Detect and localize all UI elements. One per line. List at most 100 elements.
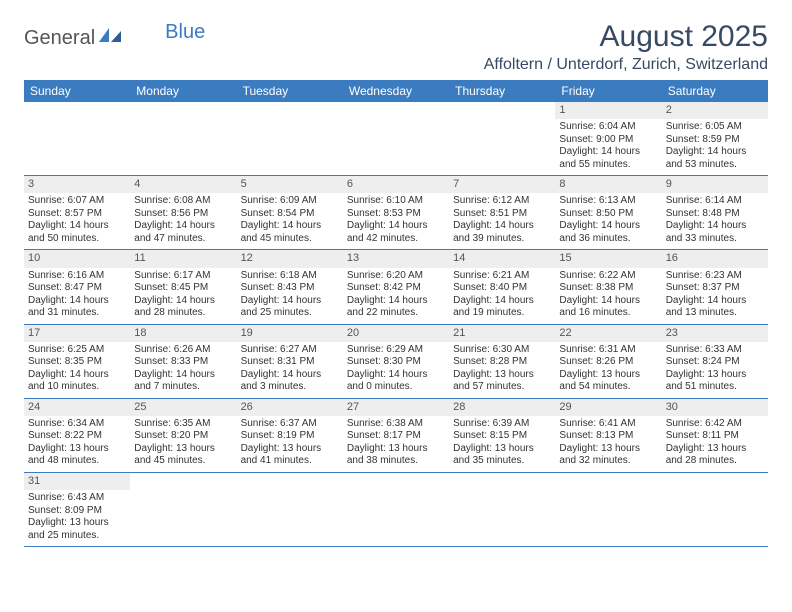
calendar-day-cell: 11Sunrise: 6:17 AMSunset: 8:45 PMDayligh… xyxy=(130,250,236,324)
sunset-line: Sunset: 9:00 PM xyxy=(559,134,657,147)
day-details: Sunrise: 6:27 AMSunset: 8:31 PMDaylight:… xyxy=(237,342,343,398)
day-number: 1 xyxy=(555,102,661,119)
day-number: 29 xyxy=(555,399,661,416)
calendar-week-row: 10Sunrise: 6:16 AMSunset: 8:47 PMDayligh… xyxy=(24,250,768,324)
daylight-line: Daylight: 13 hours and 54 minutes. xyxy=(559,369,657,394)
sunrise-line: Sunrise: 6:05 AM xyxy=(666,121,764,134)
calendar-table: SundayMondayTuesdayWednesdayThursdayFrid… xyxy=(24,80,768,547)
day-number: 7 xyxy=(449,176,555,193)
day-details: Sunrise: 6:31 AMSunset: 8:26 PMDaylight:… xyxy=(555,342,661,398)
daylight-line: Daylight: 13 hours and 32 minutes. xyxy=(559,443,657,468)
calendar-week-row: 24Sunrise: 6:34 AMSunset: 8:22 PMDayligh… xyxy=(24,398,768,472)
calendar-day-cell: 2Sunrise: 6:05 AMSunset: 8:59 PMDaylight… xyxy=(662,102,768,176)
sunrise-line: Sunrise: 6:08 AM xyxy=(134,195,232,208)
sunset-line: Sunset: 8:50 PM xyxy=(559,208,657,221)
calendar-day-cell: 12Sunrise: 6:18 AMSunset: 8:43 PMDayligh… xyxy=(237,250,343,324)
day-header: Sunday xyxy=(24,80,130,102)
sunset-line: Sunset: 8:51 PM xyxy=(453,208,551,221)
sunset-line: Sunset: 8:38 PM xyxy=(559,282,657,295)
daylight-line: Daylight: 14 hours and 36 minutes. xyxy=(559,220,657,245)
sunrise-line: Sunrise: 6:20 AM xyxy=(347,270,445,283)
sunset-line: Sunset: 8:13 PM xyxy=(559,430,657,443)
calendar-day-cell: 25 Sunrise: 6:35 AMSunset: 8:20 PMDayligh… xyxy=(130,398,236,472)
day-header-row: SundayMondayTuesdayWednesdayThursdayFrid… xyxy=(24,80,768,102)
day-header: Tuesday xyxy=(237,80,343,102)
calendar-day-cell xyxy=(662,472,768,546)
logo-text-blue: Blue xyxy=(165,21,205,44)
daylight-line: Daylight: 13 hours and 45 minutes. xyxy=(134,443,232,468)
day-number: 25 xyxy=(130,399,236,416)
daylight-line: Daylight: 14 hours and 3 minutes. xyxy=(241,369,339,394)
day-number: 8 xyxy=(555,176,661,193)
calendar-day-cell xyxy=(130,472,236,546)
sunrise-line: Sunrise: 6:34 AM xyxy=(28,418,126,431)
day-number: 6 xyxy=(343,176,449,193)
daylight-line: Daylight: 14 hours and 53 minutes. xyxy=(666,146,764,171)
sunrise-line: Sunrise: 6:33 AM xyxy=(666,344,764,357)
sunrise-line: Sunrise: 6:07 AM xyxy=(28,195,126,208)
day-details: Sunrise: 6:08 AMSunset: 8:56 PMDaylight:… xyxy=(130,193,236,249)
day-details: Sunrise: 6:41 AMSunset: 8:13 PMDaylight:… xyxy=(555,416,661,472)
day-number: 17 xyxy=(24,325,130,342)
sunset-line: Sunset: 8:26 PM xyxy=(559,356,657,369)
sunrise-line: Sunrise: 6:12 AM xyxy=(453,195,551,208)
sunrise-line: Sunrise: 6:27 AM xyxy=(241,344,339,357)
sunset-line: Sunset: 8:37 PM xyxy=(666,282,764,295)
sunset-line: Sunset: 8:35 PM xyxy=(28,356,126,369)
daylight-line: Daylight: 14 hours and 55 minutes. xyxy=(559,146,657,171)
sunset-line: Sunset: 8:24 PM xyxy=(666,356,764,369)
day-details: Sunrise: 6:20 AMSunset: 8:42 PMDaylight:… xyxy=(343,268,449,324)
calendar-week-row: 1Sunrise: 6:04 AMSunset: 9:00 PMDaylight… xyxy=(24,102,768,176)
day-details: Sunrise: 6:42 AMSunset: 8:11 PMDaylight:… xyxy=(662,416,768,472)
calendar-day-cell: 10Sunrise: 6:16 AMSunset: 8:47 PMDayligh… xyxy=(24,250,130,324)
calendar-day-cell: 20Sunrise: 6:29 AMSunset: 8:30 PMDayligh… xyxy=(343,324,449,398)
calendar-day-cell: 5Sunrise: 6:09 AMSunset: 8:54 PMDaylight… xyxy=(237,176,343,250)
calendar-day-cell xyxy=(343,472,449,546)
calendar-day-cell: 15Sunrise: 6:22 AMSunset: 8:38 PMDayligh… xyxy=(555,250,661,324)
daylight-line: Daylight: 13 hours and 48 minutes. xyxy=(28,443,126,468)
calendar-body: 1Sunrise: 6:04 AMSunset: 9:00 PMDaylight… xyxy=(24,102,768,547)
day-details: Sunrise: 6:07 AMSunset: 8:57 PMDaylight:… xyxy=(24,193,130,249)
sunrise-line: Sunrise: 6:16 AM xyxy=(28,270,126,283)
day-number: 5 xyxy=(237,176,343,193)
calendar-day-cell: 1Sunrise: 6:04 AMSunset: 9:00 PMDaylight… xyxy=(555,102,661,176)
daylight-line: Daylight: 14 hours and 10 minutes. xyxy=(28,369,126,394)
day-details: Sunrise: 6:12 AMSunset: 8:51 PMDaylight:… xyxy=(449,193,555,249)
day-details: Sunrise: 6:09 AMSunset: 8:54 PMDaylight:… xyxy=(237,193,343,249)
sunrise-line: Sunrise: 6:38 AM xyxy=(347,418,445,431)
day-header: Monday xyxy=(130,80,236,102)
calendar-week-row: 31Sunrise: 6:43 AMSunset: 8:09 PMDayligh… xyxy=(24,472,768,546)
day-number: 20 xyxy=(343,325,449,342)
header: General Blue August 2025 Affoltern / Unt… xyxy=(24,20,768,74)
sunrise-line: Sunrise: 6:25 AM xyxy=(28,344,126,357)
day-details: Sunrise: 6:13 AMSunset: 8:50 PMDaylight:… xyxy=(555,193,661,249)
calendar-day-cell xyxy=(237,102,343,176)
daylight-line: Daylight: 14 hours and 19 minutes. xyxy=(453,295,551,320)
daylight-line: Daylight: 14 hours and 33 minutes. xyxy=(666,220,764,245)
calendar-day-cell xyxy=(449,102,555,176)
daylight-line: Daylight: 14 hours and 50 minutes. xyxy=(28,220,126,245)
sunset-line: Sunset: 8:43 PM xyxy=(241,282,339,295)
sunrise-line: Sunrise: 6:22 AM xyxy=(559,270,657,283)
sunrise-line: Sunrise: 6:35 AM xyxy=(134,418,232,431)
sunset-line: Sunset: 8:17 PM xyxy=(347,430,445,443)
sunset-line: Sunset: 8:31 PM xyxy=(241,356,339,369)
daylight-line: Daylight: 13 hours and 38 minutes. xyxy=(347,443,445,468)
day-number: 4 xyxy=(130,176,236,193)
sunrise-line: Sunrise: 6:10 AM xyxy=(347,195,445,208)
day-details: Sunrise: 6:29 AMSunset: 8:30 PMDaylight:… xyxy=(343,342,449,398)
day-number: 9 xyxy=(662,176,768,193)
calendar-day-cell: 14Sunrise: 6:21 AMSunset: 8:40 PMDayligh… xyxy=(449,250,555,324)
calendar-day-cell: 27Sunrise: 6:38 AMSunset: 8:17 PMDayligh… xyxy=(343,398,449,472)
calendar-day-cell: 4Sunrise: 6:08 AMSunset: 8:56 PMDaylight… xyxy=(130,176,236,250)
day-number: 15 xyxy=(555,250,661,267)
daylight-line: Daylight: 14 hours and 39 minutes. xyxy=(453,220,551,245)
daylight-line: Daylight: 14 hours and 45 minutes. xyxy=(241,220,339,245)
daylight-line: Daylight: 14 hours and 0 minutes. xyxy=(347,369,445,394)
sunset-line: Sunset: 8:20 PM xyxy=(134,430,232,443)
day-number: 10 xyxy=(24,250,130,267)
calendar-day-cell: 28Sunrise: 6:39 AMSunset: 8:15 PMDayligh… xyxy=(449,398,555,472)
day-details: Sunrise: 6:04 AMSunset: 9:00 PMDaylight:… xyxy=(555,119,661,175)
calendar-day-cell: 7Sunrise: 6:12 AMSunset: 8:51 PMDaylight… xyxy=(449,176,555,250)
daylight-line: Daylight: 13 hours and 51 minutes. xyxy=(666,369,764,394)
